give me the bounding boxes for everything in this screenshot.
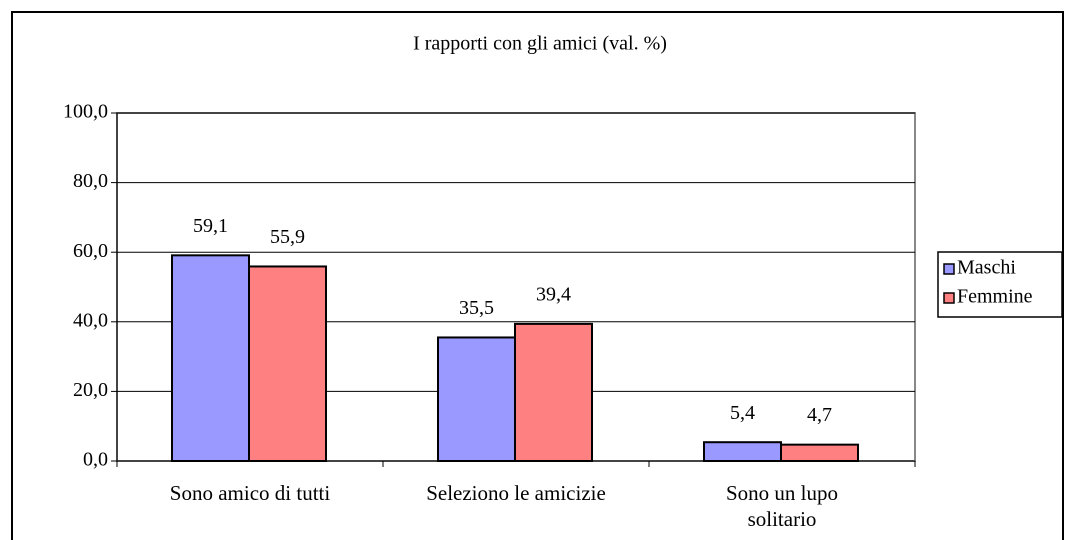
bar xyxy=(171,254,250,462)
bar xyxy=(703,441,782,463)
y-tick-label: 0,0 xyxy=(83,449,108,471)
bar xyxy=(514,322,593,462)
value-label: 35,5 xyxy=(459,297,494,319)
bar xyxy=(780,443,859,463)
value-label: 39,4 xyxy=(536,283,571,305)
y-tick-label: 80,0 xyxy=(73,170,108,192)
chart-title: I rapporti con gli amici (val. %) xyxy=(413,33,667,55)
value-label: 4,7 xyxy=(807,404,832,426)
legend-swatch xyxy=(943,292,955,304)
legend-label: Femmine xyxy=(957,286,1033,308)
bar xyxy=(437,336,516,462)
legend-swatch xyxy=(943,263,955,275)
x-tick-label: Sono amico di tutti xyxy=(169,481,331,505)
bar xyxy=(248,265,327,462)
y-tick-label: 100,0 xyxy=(63,101,108,123)
y-tick-label: 60,0 xyxy=(73,240,108,262)
chart-border xyxy=(11,11,1064,540)
y-tick-label: 20,0 xyxy=(73,379,108,401)
legend-label: Maschi xyxy=(957,257,1016,279)
value-label: 5,4 xyxy=(730,402,755,424)
value-label: 55,9 xyxy=(270,226,305,248)
y-tick-label: 40,0 xyxy=(73,309,108,331)
value-label: 59,1 xyxy=(193,215,228,237)
x-tick-label: Sono un lupo solitario xyxy=(725,481,838,531)
x-tick-label: Seleziono le amicizie xyxy=(426,481,606,505)
legend-box xyxy=(937,251,1063,318)
